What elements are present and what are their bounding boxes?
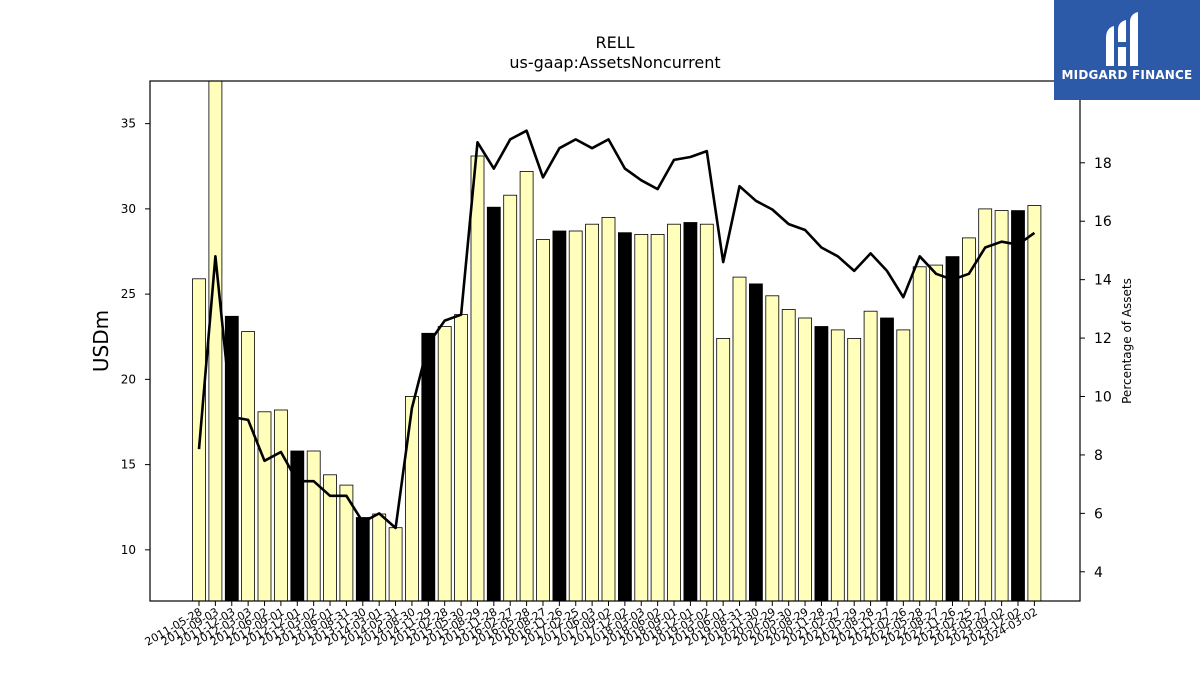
- bar: [978, 208, 993, 602]
- bar: [224, 315, 239, 602]
- bar: [667, 223, 681, 602]
- chart-subtitle: us-gaap:AssetsNoncurrent: [509, 53, 720, 72]
- bar: [241, 331, 256, 602]
- bar: [716, 337, 731, 602]
- bar: [552, 230, 567, 602]
- bar: [208, 80, 223, 602]
- bar: [650, 233, 665, 602]
- bar: [798, 317, 812, 602]
- y2-tick-label: 6: [1094, 506, 1103, 522]
- bar: [683, 222, 698, 602]
- bar: [863, 310, 878, 602]
- bar: [994, 210, 1009, 602]
- y-tick-label: 35: [121, 117, 136, 131]
- line-group: [197, 129, 1036, 530]
- plot-frame: [149, 80, 1081, 602]
- bar: [273, 409, 288, 602]
- bar: [781, 309, 796, 602]
- y-tick-label: 20: [121, 372, 136, 386]
- bar: [536, 239, 550, 602]
- bar: [814, 326, 829, 602]
- y-tick-label: 25: [121, 287, 136, 301]
- logo-text: MIDGARD FINANCE: [1061, 68, 1193, 82]
- bar: [503, 194, 518, 602]
- bar: [355, 517, 370, 602]
- bar: [912, 266, 927, 602]
- series-line: [197, 129, 1036, 530]
- bar: [585, 223, 599, 602]
- bar: [699, 223, 714, 602]
- logo-icon: [1106, 12, 1138, 66]
- bar: [732, 276, 747, 602]
- bar: [896, 329, 911, 602]
- left-axis: 10 15 20 25 30 35: [121, 117, 150, 557]
- bar: [257, 411, 272, 602]
- bar: [847, 337, 862, 602]
- bar: [470, 155, 485, 602]
- bar: [945, 256, 960, 602]
- y2-tick-label: 12: [1094, 331, 1112, 347]
- bar: [454, 314, 469, 602]
- chart-title: RELL: [595, 33, 634, 52]
- bar: [519, 170, 534, 602]
- y-tick-label: 10: [121, 543, 136, 557]
- bar: [618, 232, 632, 602]
- bar: [388, 527, 403, 602]
- bar: [634, 233, 649, 602]
- bar: [404, 395, 419, 602]
- bar: [1011, 210, 1025, 602]
- bar: [437, 326, 452, 602]
- bar: [1027, 205, 1042, 602]
- bar: [306, 450, 321, 602]
- y2-axis-label: Percentage of Assets: [1120, 278, 1134, 404]
- bar: [421, 332, 436, 602]
- y-axis-label: USDm: [89, 310, 113, 372]
- y2-tick-label: 14: [1094, 273, 1112, 289]
- y2-tick-label: 18: [1094, 156, 1112, 172]
- bar: [830, 329, 845, 602]
- bar: [765, 295, 780, 602]
- y2-tick-label: 16: [1094, 214, 1112, 230]
- y2-tick-label: 8: [1094, 448, 1103, 464]
- x-axis: 2011-05-282011-09-032011-12-032012-03-03…: [143, 601, 1040, 649]
- bar: [929, 264, 943, 602]
- bar: [601, 216, 616, 602]
- y2-tick-label: 4: [1094, 565, 1103, 581]
- y2-tick-label: 10: [1094, 390, 1112, 406]
- logo-badge: MIDGARD FINANCE: [1054, 0, 1200, 100]
- bars-group: [192, 80, 1042, 602]
- right-axis: 4 6 8 10 12 14 16 18: [1080, 156, 1112, 581]
- bar: [486, 206, 501, 602]
- bar: [880, 317, 894, 602]
- bar: [323, 474, 337, 602]
- bar: [372, 513, 387, 602]
- bar: [962, 237, 976, 602]
- bar: [568, 230, 583, 602]
- y-tick-label: 30: [121, 202, 136, 216]
- bar: [749, 283, 763, 602]
- y-tick-label: 15: [121, 458, 136, 472]
